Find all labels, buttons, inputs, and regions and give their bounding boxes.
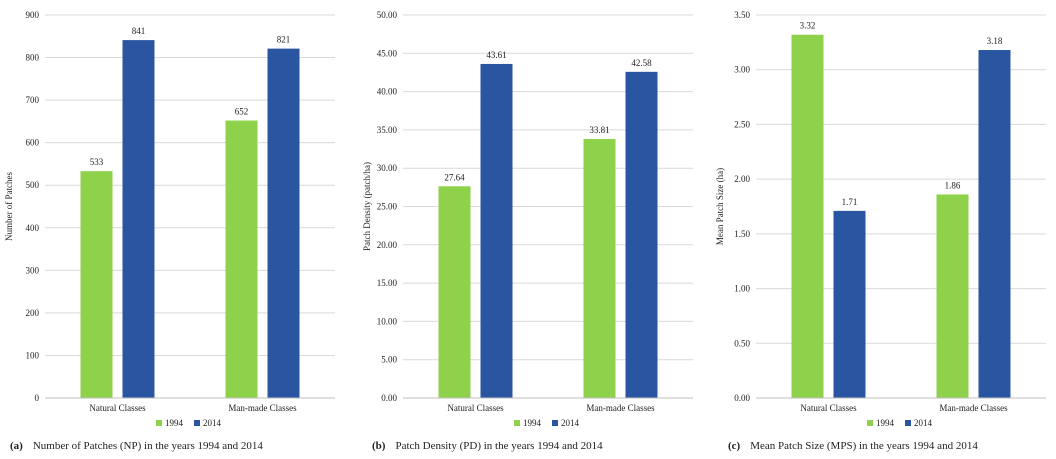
y-tick-label: 40.00 — [377, 87, 398, 97]
y-tick-label: 2.50 — [734, 119, 750, 129]
y-tick-label: 600 — [26, 138, 40, 148]
y-tick-label: 400 — [26, 223, 40, 233]
y-tick-label: 1.50 — [734, 229, 750, 239]
y-tick-label: 10.00 — [377, 316, 398, 326]
caption-b-title: Patch Density (PD) in the years 1994 and… — [395, 440, 603, 452]
data-label: 1.71 — [842, 197, 858, 207]
legend-swatch-1994 — [867, 420, 873, 426]
legend-label-2014: 2014 — [203, 418, 222, 428]
y-tick-label: 30.00 — [377, 163, 398, 173]
y-tick-label: 45.00 — [377, 48, 398, 58]
y-tick-label: 35.00 — [377, 125, 398, 135]
chart-panel-a: 0 100 200 300 400 500 600 700 800 900 Number of Pa… — [0, 0, 345, 435]
y-tick-label: 3.50 — [734, 10, 750, 20]
chart-c-svg: 0.00 0.50 1.00 1.50 2.00 2.50 3.00 3.50 Mean Pat… — [715, 10, 1046, 428]
y-tick-label: 900 — [26, 10, 40, 20]
bar-1994-natural — [80, 171, 113, 398]
legend-swatch-1994 — [514, 420, 520, 426]
data-label: 3.18 — [987, 36, 1003, 46]
data-label: 652 — [235, 107, 249, 117]
caption-a-letter: (a) — [10, 440, 23, 452]
chart-panel-c: 0.00 0.50 1.00 1.50 2.00 2.50 3.00 3.50 Mean Pat… — [711, 0, 1056, 435]
bar-2014-natural — [122, 40, 155, 398]
y-tick-label: 0.00 — [381, 393, 397, 403]
caption-c: (c) Mean Patch Size (MPS) in the years 19… — [728, 440, 978, 452]
legend-swatch-1994 — [156, 420, 162, 426]
data-label: 3.32 — [800, 21, 816, 31]
y-tick-label: 20.00 — [377, 240, 398, 250]
y-tick-label: 25.00 — [377, 202, 398, 212]
data-label: 42.58 — [631, 58, 652, 68]
caption-b: (b) Patch Density (PD) in the years 1994 … — [372, 440, 603, 452]
y-tick-label: 500 — [26, 180, 40, 190]
bar-2014-man-made — [267, 48, 300, 398]
bar-1994-man-made — [583, 139, 616, 399]
bar-2014-man-made — [978, 50, 1011, 398]
legend-label-2014: 2014 — [561, 418, 580, 428]
y-tick-label: 1.00 — [734, 284, 750, 294]
caption-a: (a) Number of Patches (NP) in the years 1… — [10, 440, 263, 452]
bar-1994-natural — [791, 34, 824, 398]
data-label: 33.81 — [589, 125, 609, 135]
x-tick-label: Natural Classes — [89, 403, 146, 413]
y-axis-label: Number of Patches — [4, 172, 14, 241]
bar-1994-man-made — [225, 120, 258, 398]
bar-2014-natural — [833, 210, 866, 398]
bar-2014-man-made — [625, 71, 658, 399]
legend-label-1994: 1994 — [523, 418, 542, 428]
y-tick-label: 800 — [26, 53, 40, 63]
chart-a-svg: 0 100 200 300 400 500 600 700 800 900 Number of Pa… — [4, 10, 335, 428]
y-tick-label: 0 — [35, 393, 40, 403]
legend-swatch-2014 — [552, 420, 558, 426]
legend-label-2014: 2014 — [914, 418, 933, 428]
bar-1994-man-made — [936, 194, 969, 398]
y-axis-label: Patch Density (patch/ha) — [362, 162, 372, 251]
data-label: 27.64 — [444, 172, 465, 182]
y-axis-label: Mean Patch Size (ha) — [715, 168, 725, 245]
chart-panel-b: 0.00 5.00 10.00 15.00 20.00 25.00 30.00 35.00 40… — [358, 0, 703, 435]
y-tick-label: 0.50 — [734, 338, 750, 348]
y-tick-label: 0.00 — [734, 393, 750, 403]
y-tick-label: 300 — [26, 265, 40, 275]
legend-swatch-2014 — [194, 420, 200, 426]
bar-1994-natural — [438, 186, 471, 398]
y-tick-label: 2.00 — [734, 174, 750, 184]
y-tick-label: 700 — [26, 95, 40, 105]
y-tick-label: 15.00 — [377, 278, 398, 288]
chart-b-svg: 0.00 5.00 10.00 15.00 20.00 25.00 30.00 35.00 40… — [362, 10, 693, 428]
x-tick-label: Man-made Classes — [228, 403, 297, 413]
caption-a-title: Number of Patches (NP) in the years 1994… — [32, 440, 263, 452]
x-tick-label: Natural Classes — [800, 403, 857, 413]
data-label: 533 — [90, 157, 104, 167]
bar-2014-natural — [480, 63, 513, 399]
y-tick-label: 100 — [26, 350, 40, 360]
caption-c-title: Mean Patch Size (MPS) in the years 1994 … — [750, 440, 978, 452]
y-tick-label: 5.00 — [381, 355, 397, 365]
y-tick-label: 200 — [26, 308, 40, 318]
data-label: 43.61 — [486, 50, 506, 60]
y-tick-label: 50.00 — [377, 10, 398, 20]
x-tick-label: Natural Classes — [447, 403, 504, 413]
legend-swatch-2014 — [905, 420, 911, 426]
data-label: 841 — [132, 26, 146, 36]
data-label: 821 — [277, 35, 291, 45]
caption-c-letter: (c) — [728, 440, 741, 452]
data-label: 1.86 — [945, 180, 961, 190]
caption-b-letter: (b) — [372, 440, 386, 452]
y-tick-label: 3.00 — [734, 65, 750, 75]
legend-label-1994: 1994 — [876, 418, 895, 428]
legend-label-1994: 1994 — [165, 418, 184, 428]
x-tick-label: Man-made Classes — [939, 403, 1008, 413]
x-tick-label: Man-made Classes — [586, 403, 655, 413]
